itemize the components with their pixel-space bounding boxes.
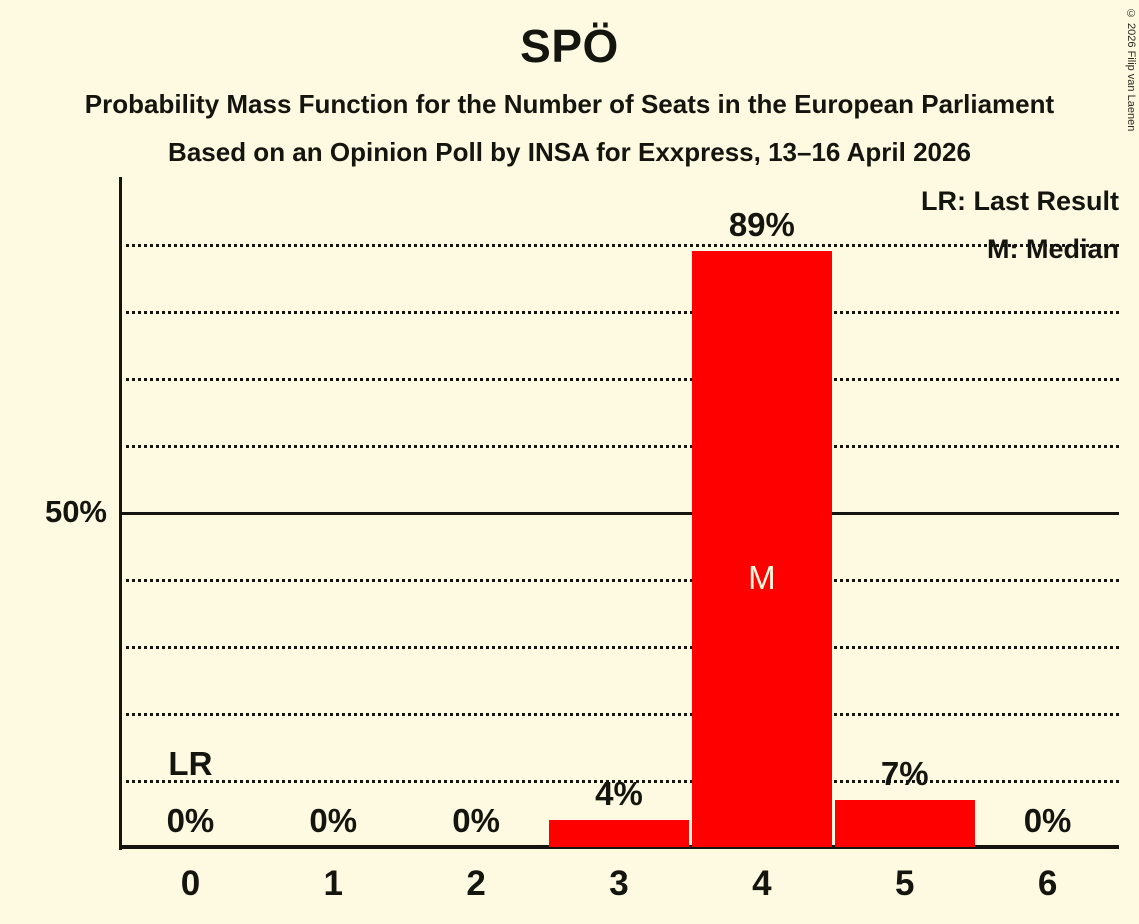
chart-subtitle-primary: Probability Mass Function for the Number… bbox=[84, 89, 1055, 119]
bar-seat-4[interactable]: M bbox=[691, 250, 832, 847]
x-axis-tick-label-1: 1 bbox=[323, 864, 344, 903]
bar-value-label-4: 89% bbox=[728, 205, 795, 243]
copyright-notice: © 2026 Filip van Laenen bbox=[1125, 8, 1137, 132]
y-axis-tick-label: 50% bbox=[44, 494, 107, 529]
bar-value-label-3: 4% bbox=[595, 775, 643, 813]
gridline-10 bbox=[119, 780, 1119, 783]
gridline-30 bbox=[119, 646, 1119, 649]
bar-value-label-6: 0% bbox=[1023, 802, 1072, 839]
legend-last-result: LR: Last Result bbox=[920, 186, 1119, 216]
bar-value-label-0: 0% bbox=[166, 802, 215, 839]
bar-value-label-1: 0% bbox=[309, 802, 358, 839]
gridline-70 bbox=[119, 378, 1119, 381]
x-axis-tick-label-0: 0 bbox=[180, 864, 201, 903]
x-axis-tick-label-3: 3 bbox=[609, 864, 629, 903]
gridline-40 bbox=[119, 579, 1119, 582]
gridline-20 bbox=[119, 713, 1119, 716]
x-axis-tick-label-5: 5 bbox=[894, 864, 915, 903]
last-result-marker: LR bbox=[168, 745, 213, 782]
bar-value-label-5: 7% bbox=[880, 755, 929, 793]
gridline-50 bbox=[119, 512, 1119, 515]
gridline-60 bbox=[119, 445, 1119, 448]
x-axis-line bbox=[119, 845, 1119, 849]
plot-area: M bbox=[119, 177, 1119, 847]
median-marker: M bbox=[748, 558, 776, 596]
chart-subtitle-secondary: Based on an Opinion Poll by INSA for Exx… bbox=[168, 137, 971, 167]
x-axis-tick-label-4: 4 bbox=[752, 864, 772, 903]
bar-seat-5[interactable] bbox=[834, 800, 975, 847]
page-title: SPÖ bbox=[520, 20, 619, 72]
bar-value-label-2: 0% bbox=[452, 802, 500, 839]
x-axis-tick-label-6: 6 bbox=[1037, 864, 1058, 903]
gridline-80 bbox=[119, 311, 1119, 314]
legend-median: M: Median bbox=[987, 234, 1119, 264]
gridline-90 bbox=[119, 244, 1119, 247]
x-axis-tick-label-2: 2 bbox=[466, 864, 486, 903]
bar-seat-3[interactable] bbox=[549, 820, 689, 847]
